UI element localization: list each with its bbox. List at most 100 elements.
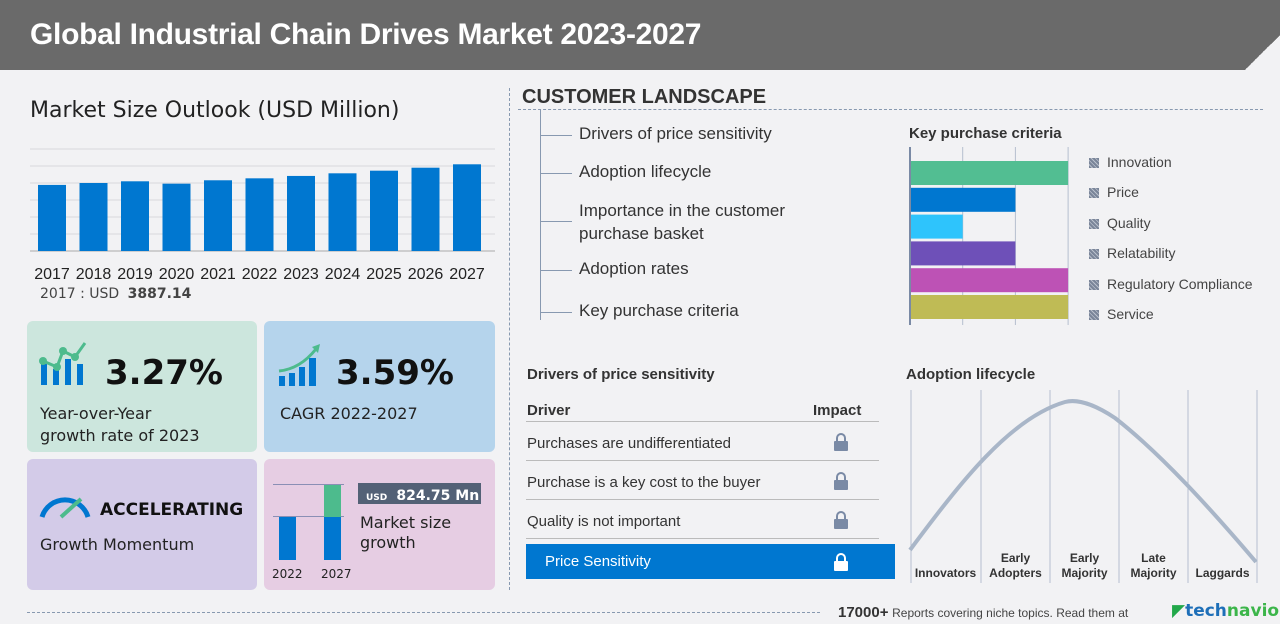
legend-label: Relatability <box>1107 245 1176 262</box>
legend-item: Quality <box>1089 215 1253 245</box>
stage-line-2: Laggards <box>1195 566 1250 580</box>
tick-label: 2027 <box>449 266 485 283</box>
logo-text-a: tech <box>1185 601 1227 621</box>
momentum-label: Growth Momentum <box>40 535 195 554</box>
tick-label: 2023 <box>283 266 319 283</box>
tree-branch <box>540 270 572 271</box>
logo-text-b: navio <box>1226 601 1280 621</box>
year-2022: 2022 <box>272 567 303 581</box>
legend-item: Service <box>1089 306 1253 336</box>
legend-item: Regulatory Compliance <box>1089 276 1253 306</box>
currency: USD <box>366 493 388 503</box>
legend-swatch-icon <box>1089 249 1099 260</box>
lock-icon <box>834 472 848 490</box>
stage-label: Late Majority <box>1119 551 1188 581</box>
growth-value-badge: USD 824.75 Mn <box>358 483 481 504</box>
yoy-label: Year-over-Year growth rate of 2023 <box>40 403 200 447</box>
landscape-item[interactable]: Key purchase criteria <box>579 301 739 320</box>
col-impact: Impact <box>813 402 862 419</box>
technavio-logo[interactable]: ◤technavio <box>1172 601 1279 621</box>
bar-2022 <box>279 517 296 560</box>
landscape-item[interactable]: Adoption lifecycle <box>579 162 712 181</box>
grid-line <box>273 484 344 485</box>
grid-line <box>273 516 344 517</box>
landscape-item[interactable]: Drivers of price sensitivity <box>579 124 772 143</box>
landscape-title: CUSTOMER LANDSCAPE <box>522 86 767 108</box>
col-driver: Driver <box>527 402 571 419</box>
stage-line-1: Late <box>1141 551 1166 565</box>
yoy-value: 3.27% <box>105 353 223 393</box>
stage-label: Laggards <box>1188 551 1257 581</box>
corner-fold <box>1245 35 1280 70</box>
row-divider <box>526 538 879 539</box>
kpc-bar-quality <box>911 214 963 239</box>
landscape-item[interactable]: Importance in the customer purchase baske… <box>579 199 785 245</box>
kpc-legend: Innovation Price Quality Relatability Regula… <box>1089 154 1253 336</box>
growth-label-1: Market size <box>360 513 452 532</box>
kpc-bar-innovation <box>911 161 1069 185</box>
kpc-bar-price <box>911 187 1016 212</box>
legend-item: Relatability <box>1089 245 1253 275</box>
growth-arrow-chart-icon <box>278 344 320 386</box>
kpc-bar-regulatory-compliance <box>911 268 1069 293</box>
item-line-2: purchase basket <box>579 224 704 243</box>
stage-label: Early Majority <box>1050 551 1119 581</box>
drivers-title: Drivers of price sensitivity <box>527 366 715 383</box>
speedometer-icon <box>39 497 91 519</box>
bar-2027 <box>453 164 481 251</box>
base-number: 3887.14 <box>127 286 192 302</box>
stage-line-2: Innovators <box>914 566 977 580</box>
driver-row: Purchases are undifferentiated <box>527 435 732 452</box>
tick-label: 2020 <box>159 266 195 283</box>
yoy-tile: 3.27% Year-over-Year growth rate of 2023 <box>27 321 257 452</box>
legend-label: Service <box>1107 305 1154 322</box>
landscape-item[interactable]: Adoption rates <box>579 259 689 278</box>
bar-2019 <box>121 181 149 251</box>
price-sensitivity-row[interactable]: Price Sensitivity <box>526 544 895 579</box>
legend-label: Innovation <box>1107 154 1172 170</box>
growth-value: 824.75 Mn <box>396 488 480 504</box>
base-label: 2017 : USD <box>40 286 120 302</box>
base-value: 2017 : USD 3887.14 <box>40 286 191 302</box>
legend-item: Price <box>1089 184 1253 214</box>
item-line-1: Importance in the customer <box>579 201 785 220</box>
legend-label: Quality <box>1107 214 1151 231</box>
kpc-bar-service <box>911 295 1069 319</box>
legend-swatch-icon <box>1089 309 1099 320</box>
stage-line-1: Early <box>1069 551 1100 565</box>
logo-flag-icon: ◤ <box>1172 601 1186 621</box>
market-bar-chart: 2017 2018 2019 2020 2021 2022 2023 2024 2025 2026… <box>30 148 495 283</box>
driver-row: Quality is not important <box>527 513 681 530</box>
divider <box>509 88 510 590</box>
stage-line-2: Majority <box>1130 566 1177 580</box>
driver-row: Purchase is a key cost to the buyer <box>527 474 761 491</box>
bar-2022 <box>245 178 274 251</box>
year-2027: 2027 <box>321 567 352 581</box>
tree-branch <box>540 221 572 222</box>
report-count: 17000+ <box>838 604 889 621</box>
tree-branch <box>540 173 572 174</box>
stage-label: Innovators <box>911 551 980 581</box>
footer-caption: Reports covering niche topics. Read them… <box>892 606 1129 620</box>
bar-2023 <box>287 175 315 251</box>
legend-label: Regulatory Compliance <box>1107 275 1253 292</box>
adoption-title: Adoption lifecycle <box>906 366 1036 383</box>
stage-line-1 <box>911 551 980 566</box>
tree-branch <box>540 312 572 313</box>
yoy-label-1: Year-over-Year <box>40 404 152 423</box>
legend-item: Innovation <box>1089 154 1253 184</box>
bar-2027-increment <box>324 485 341 517</box>
tree-line <box>540 110 541 320</box>
tick-label: 2022 <box>242 266 278 283</box>
stage-line-2: Majority <box>1061 566 1108 580</box>
bar-2024 <box>328 173 357 251</box>
growth-label-2: growth <box>360 533 416 552</box>
bar-2025 <box>370 170 398 251</box>
landscape-rule <box>518 109 1263 110</box>
cagr-tile: 3.59% CAGR 2022-2027 <box>264 321 495 452</box>
tick-label: 2026 <box>408 266 444 283</box>
page-title: Global Industrial Chain Drives Market 20… <box>30 18 702 51</box>
cagr-value: 3.59% <box>336 353 454 393</box>
stage-line-2: Adopters <box>989 566 1042 580</box>
growth-label: Market size growth <box>360 513 451 553</box>
